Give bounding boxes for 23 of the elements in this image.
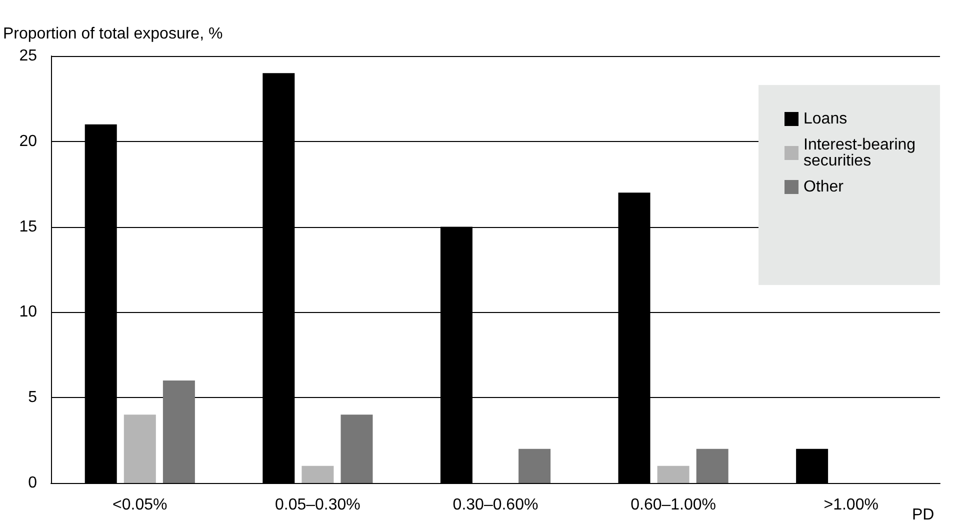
x-tick-label: >1.00% <box>824 496 878 514</box>
x-tick-label: 0.05–0.30% <box>274 496 360 514</box>
bar <box>340 414 373 483</box>
y-tick-label: 0 <box>28 474 38 492</box>
legend-label: Interest-bearing securities <box>803 136 920 170</box>
legend-label: Loans <box>803 110 848 128</box>
y-tick-label: 5 <box>28 389 38 406</box>
bar <box>162 380 195 483</box>
bar <box>657 466 690 483</box>
bar <box>518 448 551 483</box>
y-tick-label: 10 <box>19 304 38 321</box>
y-tick-label: 15 <box>19 218 38 236</box>
bar <box>124 414 156 483</box>
x-tick-label: <0.05% <box>112 496 168 514</box>
bar <box>302 466 334 483</box>
y-tick-label: 25 <box>19 48 38 64</box>
bar <box>696 448 728 483</box>
legend-label: Other <box>803 178 844 196</box>
x-axis-title: PD <box>912 506 934 523</box>
y-axis-title: Proportion of total exposure, % <box>3 26 223 42</box>
x-tick-label: 0.30–0.60% <box>452 496 538 514</box>
x-tick-label: 0.60–1.00% <box>630 496 716 514</box>
y-tick-label: 20 <box>19 132 38 150</box>
